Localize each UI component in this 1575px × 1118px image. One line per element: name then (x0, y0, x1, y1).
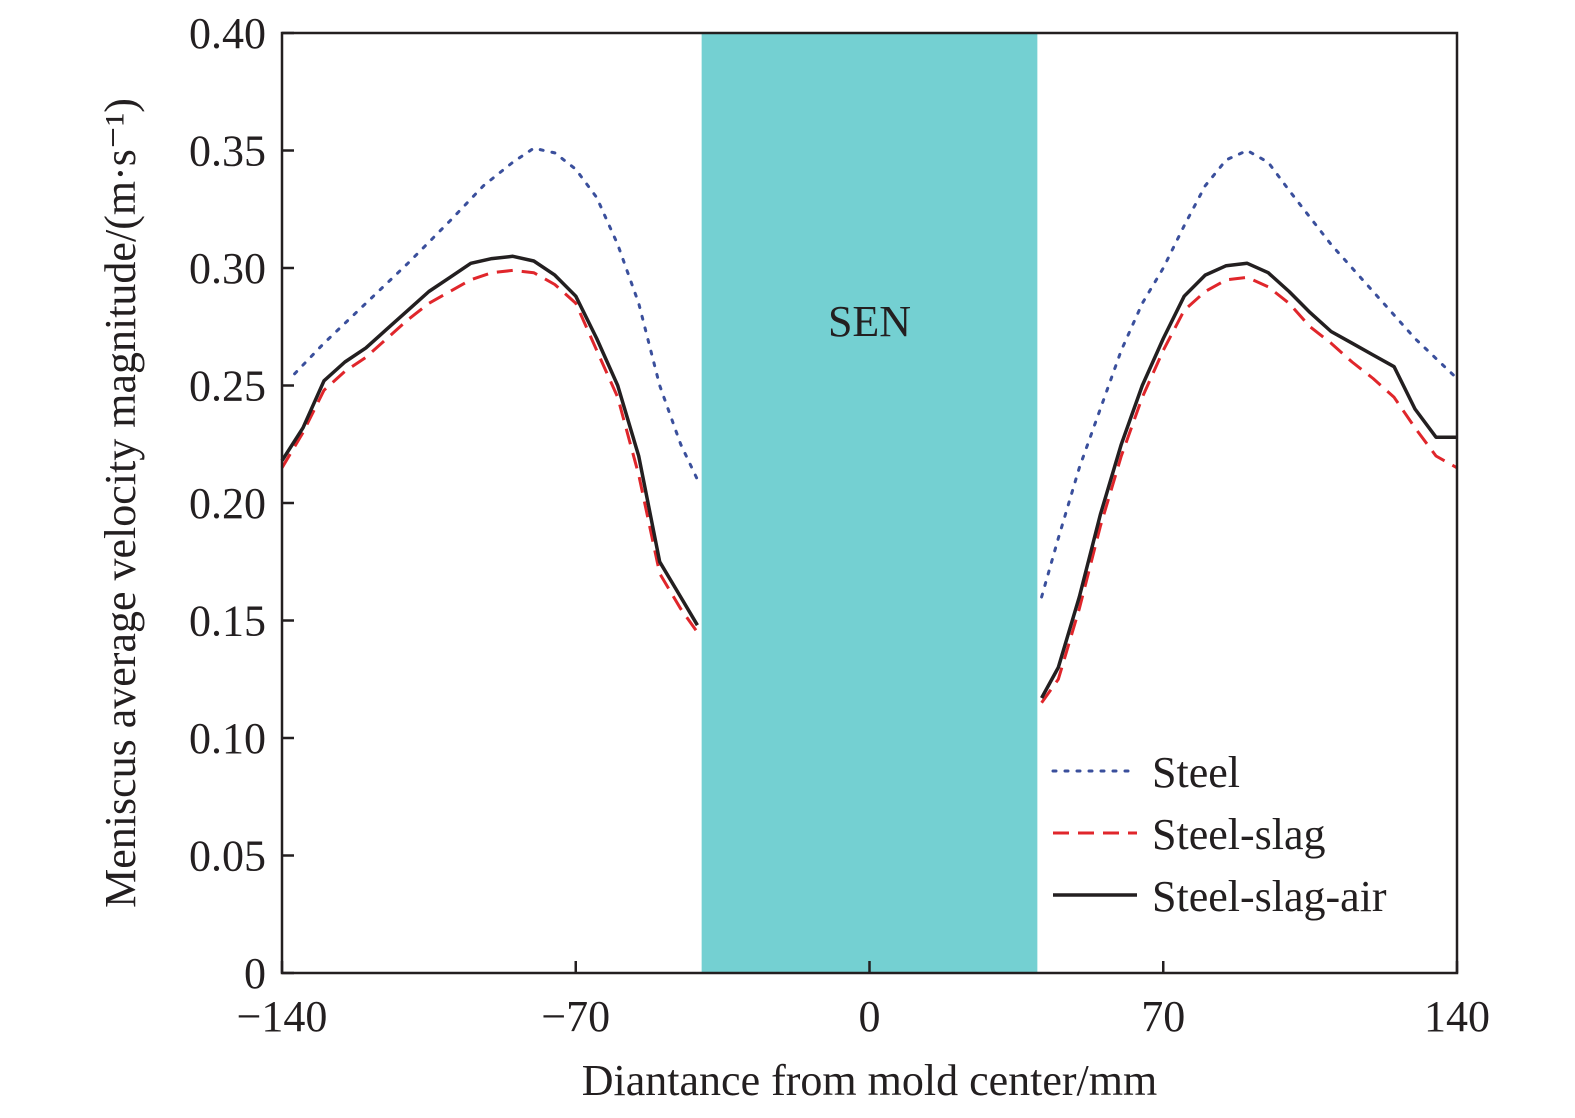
sen-label: SEN (828, 297, 911, 346)
y-tick-label: 0.40 (189, 9, 266, 58)
series-line-steel-left (293, 146, 699, 481)
legend: Steel Steel-slag Steel-slag-air (1051, 748, 1387, 921)
legend-label-steel-slag-air: Steel-slag-air (1152, 872, 1387, 921)
y-tick-label: 0.15 (189, 597, 266, 646)
series-layer (280, 146, 1459, 704)
x-tick-label: −70 (541, 992, 610, 1041)
legend-label-steel: Steel (1152, 748, 1240, 797)
y-tick-label: 0.25 (189, 362, 266, 411)
series-line-steel-slag-right (1040, 275, 1458, 704)
y-tick-label: 0.05 (189, 832, 266, 881)
series-line-steel-slag-air-left (280, 254, 699, 627)
x-tick-label: −140 (237, 992, 328, 1041)
x-tick-label: 0 (859, 992, 881, 1041)
sen-band (701, 33, 1038, 973)
y-tick-label: 0.30 (189, 244, 266, 293)
series-line-steel-slag-air-right (1040, 261, 1457, 699)
series-line-steel-slag-left (280, 268, 699, 634)
legend-label-steel-slag: Steel-slag (1152, 810, 1326, 859)
y-tick-label: 0 (244, 949, 266, 998)
x-tick-label: 140 (1424, 992, 1490, 1041)
y-tick-label: 0.20 (189, 479, 266, 528)
y-axis-label: Meniscus average velocity magnitude/(m·s… (96, 98, 145, 908)
y-tick-label: 0.35 (189, 127, 266, 176)
series-line-steel-right (1040, 149, 1459, 599)
x-axis-label: Diantance from mold center/mm (582, 1056, 1157, 1105)
y-tick-label: 0.10 (189, 714, 266, 763)
ticks-layer: −140 −70 0 70 140 0 0.05 0.10 0.15 0.20 0.25 0.30 0.… (189, 9, 1490, 1041)
x-tick-label: 70 (1141, 992, 1185, 1041)
